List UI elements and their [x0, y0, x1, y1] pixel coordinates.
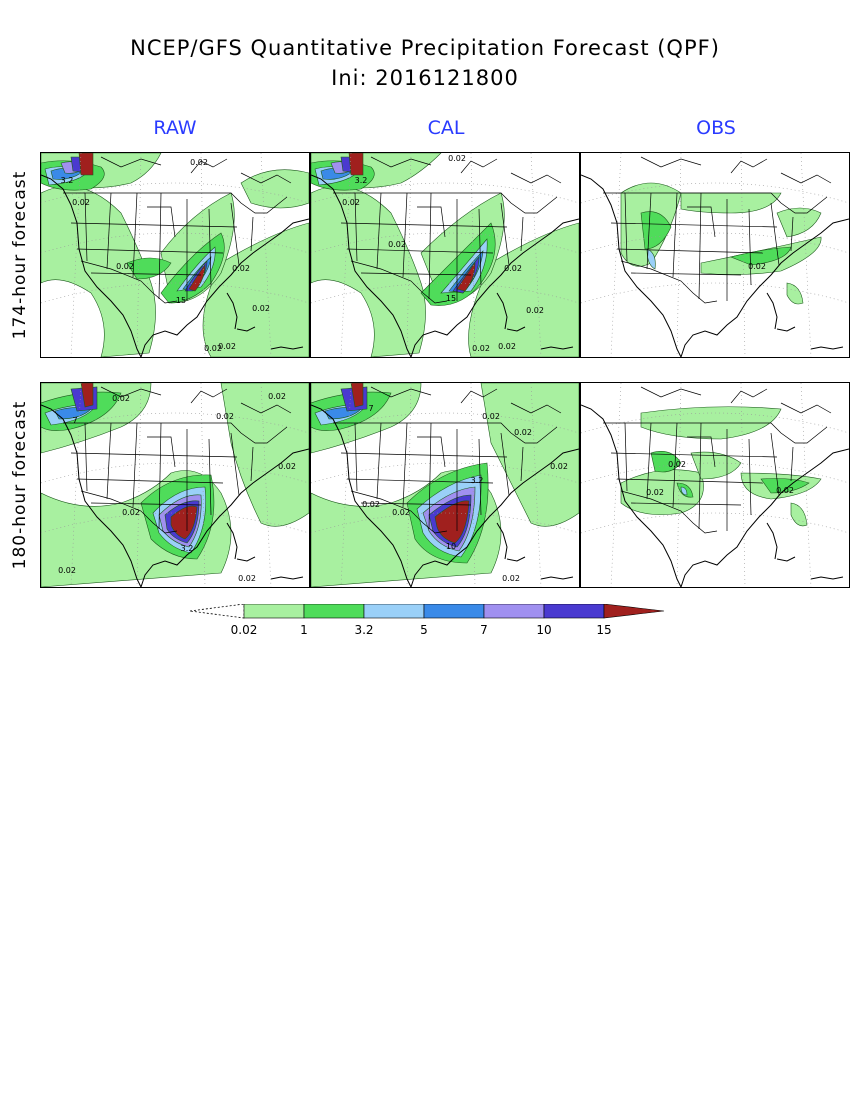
map-174h-obs: 0.02 [580, 152, 850, 358]
precip-area-3 [480, 383, 579, 527]
contour-label: 3.2 [181, 544, 194, 553]
contour-label: 0.02 [278, 462, 296, 471]
contour-label: 10 [446, 542, 456, 551]
colorbar-tick-label: 10 [536, 623, 551, 637]
init-time: Ini: 2016121800 [331, 66, 519, 90]
map-174h-raw: 0.02 0.02 0.02 0.02 0.02 0.02 0.02 3.2 15 [40, 152, 310, 358]
contour-label: 7 [72, 416, 77, 425]
precip-area-1 [41, 186, 156, 357]
precip-area-12 [80, 383, 94, 408]
contour-label: 0.02 [514, 428, 532, 437]
precip-area-3 [690, 451, 742, 480]
contour-label: 0.02 [238, 574, 256, 583]
precip-area-14 [348, 153, 364, 176]
precip-area-7 [760, 478, 810, 494]
precip-area-16 [78, 153, 94, 176]
contour-label: 0.02 [122, 508, 140, 517]
map-180h-cal: 0.02 0.02 0.02 0.02 0.02 0.02 7 3.2 10 [310, 382, 580, 588]
precip-area-8 [440, 238, 488, 294]
contour-label: 0.02 [776, 486, 794, 495]
contour-label: 0.02 [252, 304, 270, 313]
colorbar-tick-label: 0.02 [231, 623, 258, 637]
precip-area-13 [434, 500, 470, 544]
contour-label: 0.02 [112, 394, 130, 403]
contour-label: 3.2 [355, 176, 368, 185]
precipitation-colorbar: 0.02 1 3.2 5 7 10 15 [190, 604, 665, 637]
row-label-174h: 174-hour forecast [10, 170, 30, 340]
contour-label: 15 [176, 296, 186, 305]
precip-area-2 [202, 222, 309, 357]
column-header-cal: CAL [427, 117, 465, 139]
precip-area-5 [786, 282, 804, 305]
precip-area-1 [311, 186, 426, 357]
contour-label: 0.02 [482, 412, 500, 421]
precip-area-5 [790, 502, 808, 527]
precip-area-15 [456, 262, 476, 292]
precip-area-6 [650, 451, 682, 473]
contour-label: 0.02 [190, 158, 208, 167]
contour-label: 0.02 [668, 460, 686, 469]
map-180h-raw: 0.02 0.02 0.02 0.02 0.02 0.02 0.02 7 3.2 [40, 382, 310, 588]
precip-area-17 [188, 264, 206, 292]
contour-label: 0.02 [232, 264, 250, 273]
precip-area-9 [680, 486, 688, 496]
contour-label: 3.2 [61, 176, 74, 185]
contour-label: 0.02 [448, 154, 466, 163]
contour-label: 0.02 [392, 508, 410, 517]
precip-area-4 [776, 207, 822, 238]
precip-area-2 [680, 192, 782, 214]
colorbar-tick-label: 1 [300, 623, 308, 637]
contour-label: 0.02 [204, 344, 222, 353]
row-label-180h: 180-hour forecast [10, 400, 30, 570]
colorbar-swatch [423, 604, 485, 619]
contour-label: 0.02 [216, 412, 234, 421]
contour-label: 0.02 [748, 262, 766, 271]
colorbar-tick-label: 5 [420, 623, 428, 637]
contour-label: 0.02 [550, 462, 568, 471]
contour-label: 0.02 [646, 488, 664, 497]
colorbar-swatch [543, 604, 605, 619]
column-header-raw: RAW [153, 117, 197, 139]
precip-area-6 [420, 222, 496, 306]
contour-label: 0.02 [268, 392, 286, 401]
contour-label: 15 [446, 294, 456, 303]
contour-label: 0.02 [342, 198, 360, 207]
contour-label: 0.02 [472, 344, 490, 353]
colorbar-tick-label: 15 [596, 623, 611, 637]
colorbar-swatch [243, 604, 305, 619]
precip-area-13 [170, 505, 198, 540]
contour-label: 0.02 [116, 262, 134, 271]
colorbar-tick-label: 3.2 [354, 623, 373, 637]
precip-area-2 [468, 222, 579, 357]
colorbar-swatch [483, 604, 545, 619]
map-174h-cal: 0.02 0.02 0.02 0.02 0.02 0.02 0.02 3.2 15 [310, 152, 580, 358]
colorbar-swatch [603, 604, 665, 619]
contour-label: 0.02 [502, 574, 520, 583]
precip-area-3 [220, 383, 309, 527]
chart-title: NCEP/GFS Quantitative Precipitation Fore… [130, 36, 720, 60]
precip-area-12 [350, 383, 364, 408]
column-header-obs: OBS [696, 117, 736, 139]
contour-label: 0.02 [526, 306, 544, 315]
colorbar-swatch [363, 604, 425, 619]
contour-label: 7 [368, 404, 373, 413]
contour-label: 0.02 [362, 500, 380, 509]
colorbar-tick-label: 7 [480, 623, 488, 637]
contour-label: 0.02 [498, 342, 516, 351]
colorbar-swatch [303, 604, 365, 619]
contour-label: 0.02 [504, 264, 522, 273]
precip-area-7 [160, 232, 225, 304]
contour-label: 0.02 [58, 566, 76, 575]
precip-area-5 [240, 169, 309, 209]
contour-label: 0.02 [388, 240, 406, 249]
contour-label: 0.02 [218, 342, 236, 351]
map-180h-obs: 0.02 0.02 0.02 [580, 382, 850, 588]
contour-label: 0.02 [72, 198, 90, 207]
contour-label: 3.2 [471, 476, 484, 485]
